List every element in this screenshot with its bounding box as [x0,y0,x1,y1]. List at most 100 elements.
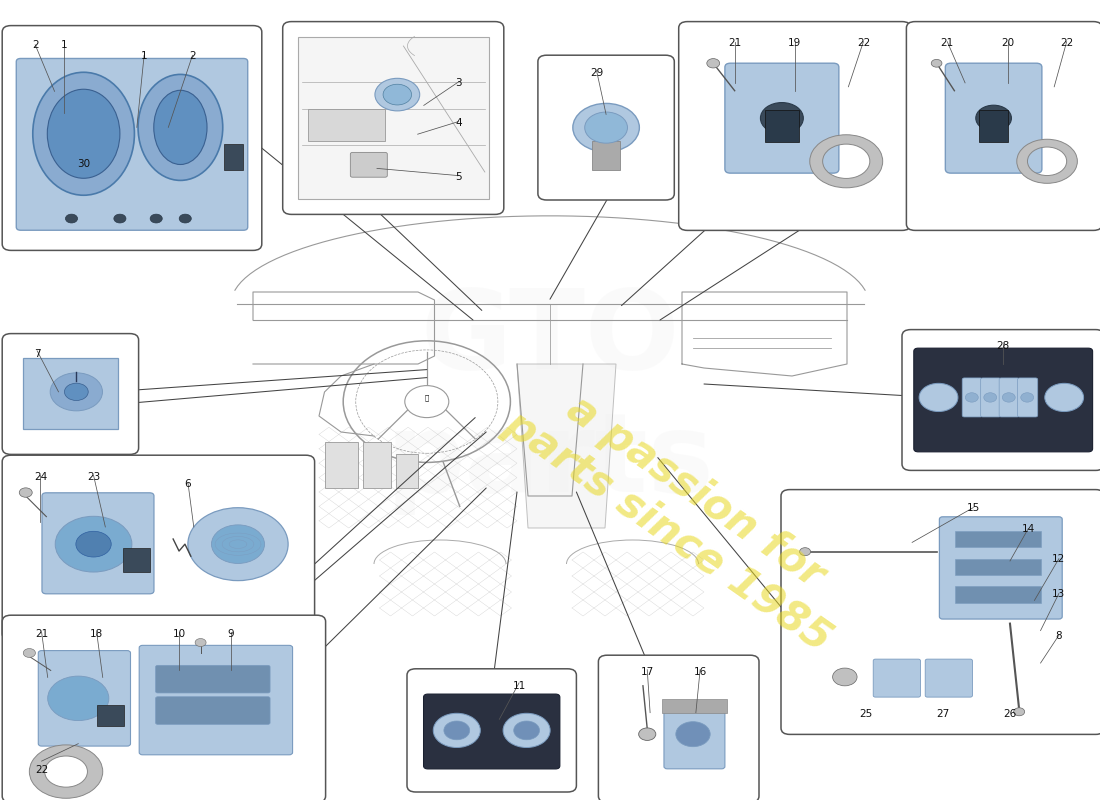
Text: a passion for
parts since 1985: a passion for parts since 1985 [496,363,868,661]
FancyBboxPatch shape [925,659,972,697]
Text: 15: 15 [967,503,980,513]
Circle shape [503,714,550,747]
FancyBboxPatch shape [538,55,674,200]
Bar [308,109,385,142]
Text: 8: 8 [1056,630,1063,641]
Text: 24: 24 [34,472,47,482]
Text: 12: 12 [1053,554,1066,564]
Circle shape [23,649,35,658]
Text: GTO
parts: GTO parts [386,285,714,515]
Text: 21: 21 [728,38,741,48]
Bar [979,110,1008,142]
Circle shape [65,383,88,401]
Text: 🐴: 🐴 [425,394,429,401]
Circle shape [1021,393,1034,402]
Text: 25: 25 [859,710,873,719]
Text: 22: 22 [857,38,870,48]
Circle shape [1045,383,1084,411]
Bar [396,454,418,488]
Circle shape [514,721,539,740]
Circle shape [179,214,191,223]
Circle shape [833,668,857,686]
FancyBboxPatch shape [981,378,1001,417]
Circle shape [707,58,719,68]
Text: 20: 20 [1001,38,1014,48]
Text: 21: 21 [35,629,48,638]
Bar [955,531,1041,547]
Text: 28: 28 [997,341,1010,351]
Circle shape [55,516,132,572]
FancyBboxPatch shape [1018,378,1037,417]
FancyBboxPatch shape [424,694,560,769]
Text: 17: 17 [640,667,653,677]
Circle shape [114,214,125,223]
Text: 19: 19 [788,38,802,48]
FancyBboxPatch shape [664,703,725,769]
Text: 16: 16 [693,667,707,677]
Text: 27: 27 [936,710,949,719]
Text: 23: 23 [87,472,100,482]
Text: 10: 10 [173,629,186,638]
Circle shape [150,214,163,223]
Text: 7: 7 [34,349,41,358]
Bar [97,706,124,726]
FancyBboxPatch shape [914,348,1092,452]
FancyBboxPatch shape [598,655,759,800]
Bar [955,558,1041,575]
Text: 2: 2 [32,41,39,50]
Circle shape [800,548,811,556]
Circle shape [966,393,978,402]
Circle shape [932,59,942,67]
Circle shape [433,714,481,747]
Text: 1: 1 [141,51,147,61]
FancyBboxPatch shape [902,330,1100,470]
Bar [224,144,243,170]
FancyBboxPatch shape [999,378,1020,417]
FancyBboxPatch shape [283,22,504,214]
FancyBboxPatch shape [140,646,293,755]
Bar [23,358,118,429]
Circle shape [375,78,420,111]
Circle shape [211,525,264,563]
FancyBboxPatch shape [962,378,982,417]
Circle shape [195,638,206,646]
Circle shape [976,106,1011,131]
Bar [298,37,488,199]
Ellipse shape [139,74,222,181]
FancyBboxPatch shape [42,493,154,594]
Circle shape [188,508,288,581]
Ellipse shape [47,90,120,178]
FancyBboxPatch shape [781,490,1100,734]
Text: 29: 29 [590,68,603,78]
Text: 9: 9 [228,629,234,638]
FancyBboxPatch shape [155,666,271,693]
FancyBboxPatch shape [873,659,921,697]
Circle shape [383,84,411,105]
FancyBboxPatch shape [945,63,1042,173]
Circle shape [76,531,111,557]
Bar [324,442,358,488]
Text: 5: 5 [455,172,462,182]
Text: 4: 4 [455,118,462,128]
Bar [123,547,150,572]
Circle shape [444,721,470,740]
Polygon shape [517,364,616,528]
FancyBboxPatch shape [39,650,131,746]
Bar [764,110,799,142]
Circle shape [20,488,32,498]
Text: 1: 1 [60,41,67,50]
Bar [661,699,727,713]
Circle shape [983,393,997,402]
Circle shape [639,728,656,741]
Circle shape [405,386,449,418]
Text: 3: 3 [455,78,462,88]
Text: 22: 22 [35,765,48,774]
FancyBboxPatch shape [679,22,911,230]
FancyBboxPatch shape [407,669,576,792]
Ellipse shape [154,90,207,165]
FancyBboxPatch shape [2,615,326,800]
Bar [592,141,620,170]
FancyBboxPatch shape [906,22,1100,230]
Circle shape [573,103,639,152]
Text: 22: 22 [1060,38,1074,48]
